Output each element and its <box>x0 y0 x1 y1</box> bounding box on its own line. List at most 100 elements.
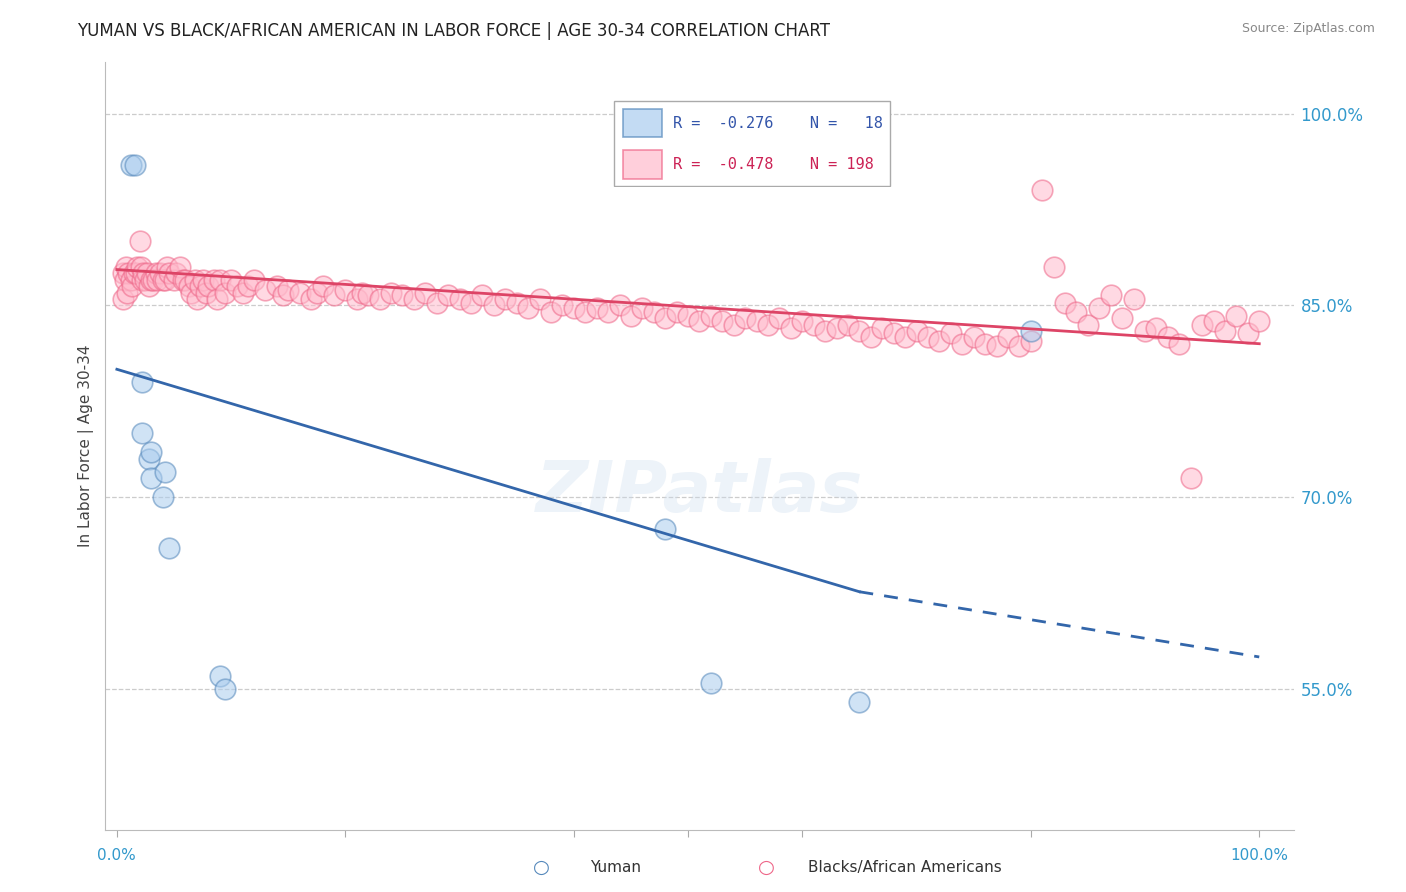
Point <box>183 273 205 287</box>
Point <box>596 305 619 319</box>
Point <box>194 285 217 300</box>
Point <box>243 273 266 287</box>
Point <box>131 375 153 389</box>
Point <box>335 283 357 297</box>
Point <box>1031 183 1053 197</box>
Point <box>803 318 825 332</box>
Point <box>238 279 260 293</box>
Point <box>153 465 176 479</box>
Point <box>231 285 253 300</box>
Point <box>159 541 180 556</box>
Point <box>145 266 167 280</box>
Point <box>939 326 962 341</box>
Y-axis label: In Labor Force | Age 30-34: In Labor Force | Age 30-34 <box>79 344 94 548</box>
Point <box>346 292 368 306</box>
Point <box>125 266 148 280</box>
Point <box>1144 321 1167 335</box>
Text: ○: ○ <box>533 857 550 877</box>
Point <box>1213 324 1236 338</box>
Point <box>517 301 540 315</box>
Text: Blacks/African Americans: Blacks/African Americans <box>808 860 1002 874</box>
Point <box>149 266 172 280</box>
Point <box>711 314 734 328</box>
Point <box>117 266 139 280</box>
Point <box>426 295 449 310</box>
Point <box>1008 339 1031 353</box>
Point <box>402 292 425 306</box>
Point <box>219 273 242 287</box>
Point <box>676 309 699 323</box>
Point <box>115 285 138 300</box>
Point <box>368 292 391 306</box>
Point <box>734 311 756 326</box>
Point <box>1237 326 1260 341</box>
Point <box>654 522 676 536</box>
Point <box>141 273 162 287</box>
Point <box>138 451 160 466</box>
Point <box>1088 301 1111 315</box>
Point <box>121 279 143 293</box>
Point <box>917 330 939 344</box>
Point <box>357 288 380 302</box>
Point <box>745 314 768 328</box>
Point <box>124 158 146 172</box>
Point <box>152 273 174 287</box>
Point <box>700 675 723 690</box>
Point <box>391 288 413 302</box>
Point <box>848 324 870 338</box>
Point <box>837 318 859 332</box>
Point <box>163 273 186 287</box>
Text: 0.0%: 0.0% <box>97 848 136 863</box>
Point <box>1111 311 1133 326</box>
Point <box>928 334 950 348</box>
Point <box>609 298 631 312</box>
Point <box>848 695 870 709</box>
Point <box>122 266 145 280</box>
Text: R =  -0.478    N = 198: R = -0.478 N = 198 <box>673 157 875 171</box>
Point <box>768 311 790 326</box>
Point <box>1249 314 1271 328</box>
Point <box>825 321 848 335</box>
Point <box>380 285 402 300</box>
Point <box>950 336 973 351</box>
Point <box>494 292 516 306</box>
Point <box>1042 260 1064 274</box>
Point <box>620 309 643 323</box>
Point <box>115 260 138 274</box>
FancyBboxPatch shape <box>623 109 662 137</box>
Point <box>271 288 294 302</box>
Point <box>172 273 194 287</box>
Point <box>449 292 471 306</box>
Point <box>471 288 494 302</box>
Text: ZIPatlas: ZIPatlas <box>536 458 863 526</box>
Point <box>131 273 153 287</box>
Point <box>128 235 150 249</box>
Point <box>120 158 142 172</box>
Point <box>214 681 236 696</box>
Point <box>1133 324 1156 338</box>
Point <box>437 288 460 302</box>
Point <box>1099 288 1122 302</box>
Point <box>1066 305 1088 319</box>
Point <box>529 292 551 306</box>
Point <box>169 260 191 274</box>
Point <box>551 298 574 312</box>
Point <box>208 273 231 287</box>
Point <box>1225 309 1247 323</box>
Point <box>153 273 176 287</box>
Point <box>756 318 779 332</box>
Point <box>114 273 136 287</box>
Point <box>1157 330 1180 344</box>
Point <box>322 288 346 302</box>
Point <box>905 324 928 338</box>
Point <box>1019 324 1042 338</box>
Point <box>254 283 277 297</box>
Point <box>974 336 997 351</box>
Point <box>177 279 200 293</box>
Point <box>665 305 688 319</box>
Text: YUMAN VS BLACK/AFRICAN AMERICAN IN LABOR FORCE | AGE 30-34 CORRELATION CHART: YUMAN VS BLACK/AFRICAN AMERICAN IN LABOR… <box>77 22 831 40</box>
Point <box>156 260 179 274</box>
Point <box>207 292 229 306</box>
Point <box>111 266 134 280</box>
Point <box>202 273 225 287</box>
